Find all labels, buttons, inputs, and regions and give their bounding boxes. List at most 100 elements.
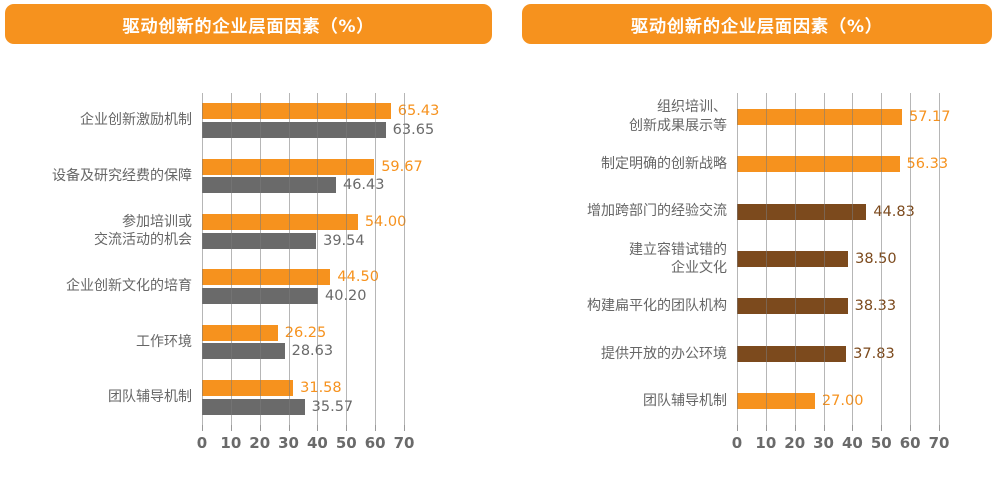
category-label-line: 团队辅导机制 bbox=[108, 389, 192, 406]
category-label: 组织培训、 创新成果展示等 bbox=[500, 98, 737, 135]
x-axis-tick-label: 30 bbox=[813, 434, 834, 452]
category-label-line: 创新成果展示等 bbox=[629, 117, 727, 134]
x-axis-tick-label: 70 bbox=[393, 434, 415, 452]
chart-row: 提供开放的办公环境 37.83 bbox=[500, 330, 1000, 377]
x-axis-tick bbox=[737, 425, 738, 431]
x-axis: 0 10 20 30 40 50 60 70 bbox=[197, 425, 414, 455]
chart-row: 工作环境 26.25 28.63 bbox=[0, 314, 500, 369]
x-axis-tick-label: 40 bbox=[306, 434, 328, 452]
bar-value-label: 65.43 bbox=[397, 103, 440, 120]
category-label: 参加培训或交流活动的机会 bbox=[0, 213, 202, 250]
chart-row: 构建扁平化的团队机构 38.33 bbox=[500, 283, 1000, 330]
bar: 59.67 bbox=[202, 158, 423, 175]
x-axis-tick bbox=[404, 425, 405, 431]
x-axis-tick-label: 50 bbox=[335, 434, 357, 452]
category-label: 企业创新文化的培育 bbox=[0, 277, 202, 295]
category-label: 团队辅导机制 bbox=[0, 388, 202, 406]
bar-value-label: 38.33 bbox=[854, 298, 897, 315]
x-axis-tick-label: 40 bbox=[841, 434, 863, 452]
x-axis-tick-label: 10 bbox=[755, 434, 777, 452]
x-axis-tick-label: 30 bbox=[278, 434, 299, 452]
chart-panel-left: 驱动创新的企业层面因素（%） 企业创新激励机制 65.43 63.65 设备及研究经费… bbox=[0, 4, 500, 455]
x-axis-tick bbox=[794, 425, 796, 431]
x-axis-tick-label: 50 bbox=[870, 434, 892, 452]
category-label: 企业创新激励机制 bbox=[0, 111, 202, 129]
bar-value-label: 27.00 bbox=[821, 393, 864, 410]
x-axis-tick bbox=[346, 425, 348, 431]
bars-group: 31.58 35.57 bbox=[202, 378, 500, 418]
bar-value-label: 44.83 bbox=[873, 203, 915, 220]
bar-value-label: 46.43 bbox=[342, 177, 385, 194]
bar-value-label: 35.57 bbox=[311, 398, 354, 415]
category-label-line: 企业文化 bbox=[671, 259, 727, 276]
category-label: 建立容错试错的 企业文化 bbox=[500, 241, 737, 278]
chart-title-banner-left: 驱动创新的企业层面因素（%） bbox=[5, 4, 492, 44]
bar-value-label: 56.33 bbox=[906, 156, 949, 173]
bar: 38.50 bbox=[737, 250, 897, 267]
category-label-line: 增加跨部门的经验交流 bbox=[587, 203, 727, 220]
x-axis-tick bbox=[765, 425, 767, 431]
category-label-line: 参加培训或 bbox=[122, 213, 192, 230]
x-axis-tick-label: 20 bbox=[784, 434, 806, 452]
bar-value-label: 44.50 bbox=[337, 269, 379, 286]
bars-group: 44.83 bbox=[737, 201, 1000, 222]
bar-value-label: 31.58 bbox=[300, 380, 342, 397]
bars-group: 27.00 bbox=[737, 391, 1000, 412]
x-axis-tick-label: 60 bbox=[899, 434, 921, 452]
chart-title-left: 驱动创新的企业层面因素（%） bbox=[122, 16, 375, 37]
bar-value-label: 38.50 bbox=[855, 250, 897, 267]
bars-group: 38.50 bbox=[737, 248, 1000, 269]
chart-row: 企业创新文化的培育 44.50 40.20 bbox=[0, 259, 500, 314]
category-label-line: 企业创新文化的培育 bbox=[66, 278, 192, 295]
bar: 44.83 bbox=[737, 203, 915, 220]
category-label: 提供开放的办公环境 bbox=[500, 345, 737, 363]
category-label-line: 团队辅导机制 bbox=[643, 393, 727, 409]
bars-group: 44.50 40.20 bbox=[202, 267, 500, 307]
chart-row: 设备及研究经费的保障 59.67 46.43 bbox=[0, 148, 500, 203]
category-label: 团队辅导机制 bbox=[500, 392, 737, 410]
bar-value-label: 59.67 bbox=[381, 158, 423, 175]
bar: 54.00 bbox=[202, 214, 406, 231]
x-axis-tick bbox=[288, 425, 290, 431]
bar-value-label: 57.17 bbox=[908, 108, 951, 125]
chart-row: 团队辅导机制 31.58 35.57 bbox=[0, 370, 500, 425]
bar: 65.43 bbox=[202, 103, 439, 120]
x-axis-tick-label: 70 bbox=[928, 434, 950, 452]
bar: 57.17 bbox=[737, 108, 950, 125]
x-axis-tick-label: 20 bbox=[249, 434, 271, 452]
bars-group: 56.33 bbox=[737, 154, 1000, 175]
x-axis-tick bbox=[259, 425, 261, 431]
category-label-line: 交流活动的机会 bbox=[94, 232, 192, 249]
bar: 44.50 bbox=[202, 269, 379, 286]
plot-area-right: 组织培训、 创新成果展示等 57.17 制定明确的创新战略 56.33 增加跨部门的经验交… bbox=[500, 0, 1000, 500]
x-axis: 0 10 20 30 40 50 60 70 bbox=[732, 425, 949, 455]
bar-value-label: 28.63 bbox=[291, 343, 334, 360]
category-label: 工作环境 bbox=[0, 333, 202, 351]
category-label-line: 提供开放的办公环境 bbox=[601, 345, 727, 362]
x-axis-tick bbox=[230, 425, 232, 431]
bars-group: 57.17 bbox=[737, 106, 1000, 127]
x-axis-tick bbox=[202, 425, 203, 431]
chart-row: 团队辅导机制 27.00 bbox=[500, 378, 1000, 425]
x-axis-tick bbox=[823, 425, 825, 431]
bar: 46.43 bbox=[202, 177, 384, 194]
bar: 31.58 bbox=[202, 380, 342, 397]
category-label: 增加跨部门的经验交流 bbox=[500, 202, 737, 220]
category-label: 制定明确的创新战略 bbox=[500, 155, 737, 173]
x-axis-tick bbox=[317, 425, 319, 431]
bar: 63.65 bbox=[202, 121, 434, 138]
bars-group: 37.83 bbox=[737, 343, 1000, 364]
x-axis-tick-label: 0 bbox=[196, 434, 208, 452]
bars-group: 65.43 63.65 bbox=[202, 101, 500, 141]
x-axis-tick-label: 10 bbox=[220, 434, 242, 452]
chart-title-right: 驱动创新的企业层面因素（%） bbox=[630, 16, 884, 37]
category-label: 构建扁平化的团队机构 bbox=[500, 297, 737, 315]
x-axis-tick bbox=[375, 425, 377, 431]
bars-group: 38.33 bbox=[737, 296, 1000, 317]
chart-row: 增加跨部门的经验交流 44.83 bbox=[500, 188, 1000, 235]
bars-group: 54.00 39.54 bbox=[202, 212, 500, 252]
chart-title-banner-right: 驱动创新的企业层面因素（%） bbox=[522, 4, 992, 44]
x-axis-tick bbox=[910, 425, 912, 431]
rows-container: 企业创新激励机制 65.43 63.65 设备及研究经费的保障 59.67 46.43 参加… bbox=[0, 93, 500, 425]
